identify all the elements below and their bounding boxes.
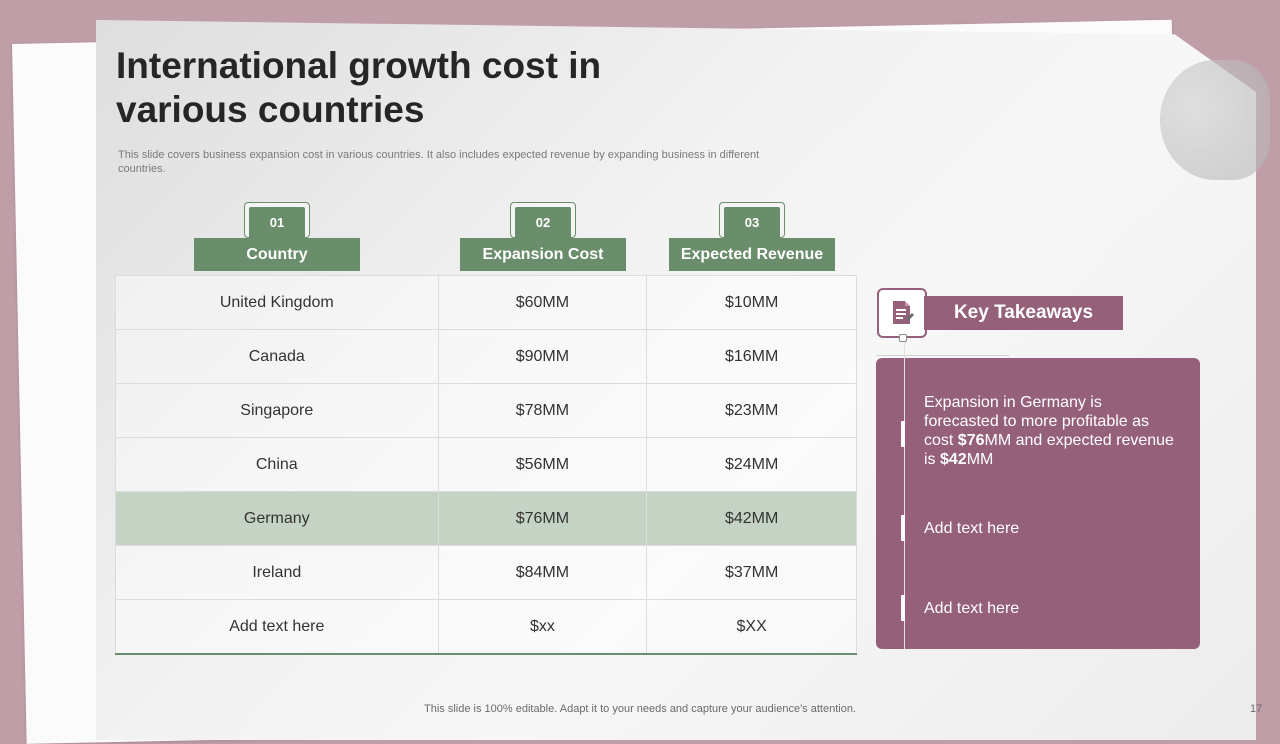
table-row: Canada $90MM $16MM — [115, 329, 857, 384]
column-badge-02: 02 — [510, 202, 576, 238]
timeline-marker — [901, 421, 905, 447]
column-number: 01 — [249, 207, 305, 237]
table-row: United Kingdom $60MM $10MM — [115, 275, 857, 330]
revenue-cell: $24MM — [646, 437, 857, 492]
takeaway-item-2: Add text here — [924, 520, 1020, 537]
table-row: China $56MM $24MM — [115, 437, 857, 492]
page-curl — [1160, 60, 1270, 180]
country-cell: United Kingdom — [115, 275, 439, 330]
table-row-highlighted: Germany $76MM $42MM — [115, 491, 857, 546]
country-cell: Canada — [115, 329, 439, 384]
takeaway-revenue-value: $42 — [940, 451, 967, 468]
country-cell: China — [115, 437, 439, 492]
country-cell: Ireland — [115, 545, 439, 600]
column-header-expected-revenue: Expected Revenue — [669, 238, 835, 271]
takeaways-divider — [876, 355, 1009, 356]
revenue-cell: $37MM — [646, 545, 857, 600]
takeaway-cost-value: $76 — [957, 432, 985, 449]
column-badge-03: 03 — [719, 202, 785, 238]
table-row: Singapore $78MM $23MM — [115, 383, 857, 438]
cost-cell: $60MM — [437, 275, 648, 330]
cost-cell: $76MM — [437, 491, 648, 546]
table-row: Add text here $xx $XX — [115, 599, 857, 655]
revenue-cell: $10MM — [646, 275, 857, 330]
column-header-country: Country — [194, 238, 360, 271]
revenue-cell: $XX — [646, 599, 857, 655]
takeaways-panel — [876, 358, 1200, 649]
takeaway-item-1: Expansion in Germany is forecasted to mo… — [924, 393, 1174, 469]
revenue-cell: $42MM — [646, 491, 857, 546]
slide-footer: This slide is 100% editable. Adapt it to… — [424, 703, 856, 715]
revenue-cell: $16MM — [646, 329, 857, 384]
column-header-expansion-cost: Expansion Cost — [460, 238, 626, 271]
country-cell: Singapore — [115, 383, 439, 438]
cost-cell: $xx — [437, 599, 648, 655]
revenue-cell: $23MM — [646, 383, 857, 438]
takeaway-item-3: Add text here — [924, 600, 1020, 617]
takeaway-text: MM — [966, 451, 994, 468]
takeaway-text: Expansion in Germany is forecasted to mo… — [924, 394, 1150, 449]
document-icon — [877, 288, 927, 338]
slide-title: International growth cost in various cou… — [116, 45, 602, 130]
table-row: Ireland $84MM $37MM — [115, 545, 857, 600]
takeaways-timeline — [904, 342, 905, 649]
growth-cost-table: United Kingdom $60MM $10MM Canada $90MM … — [115, 275, 857, 655]
cost-cell: $56MM — [437, 437, 648, 492]
takeaway-text: MM and expected revenue is — [924, 432, 1174, 468]
cost-cell: $78MM — [437, 383, 648, 438]
column-number: 03 — [724, 207, 780, 237]
takeaways-label: Key Takeaways — [924, 296, 1123, 330]
column-badge-01: 01 — [244, 202, 310, 238]
timeline-marker — [901, 515, 905, 541]
timeline-connector-dot — [899, 334, 907, 342]
slide-subtitle: This slide covers business expansion cos… — [118, 149, 760, 175]
column-number: 02 — [515, 207, 571, 237]
country-cell: Add text here — [115, 599, 439, 655]
cost-cell: $84MM — [437, 545, 648, 600]
page-number: 17 — [1250, 703, 1263, 715]
timeline-marker — [901, 595, 905, 621]
country-cell: Germany — [115, 491, 439, 546]
cost-cell: $90MM — [437, 329, 648, 384]
